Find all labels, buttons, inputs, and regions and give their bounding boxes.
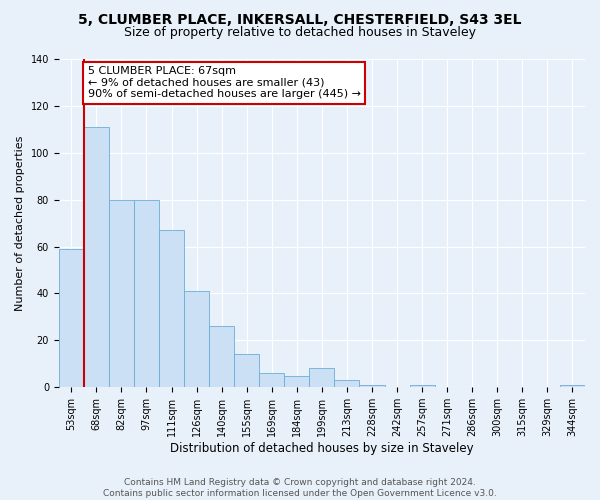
- Bar: [334, 380, 359, 387]
- Bar: [234, 354, 259, 387]
- Bar: [359, 385, 385, 387]
- Bar: [284, 376, 310, 387]
- Bar: [134, 200, 159, 387]
- Bar: [560, 385, 585, 387]
- Y-axis label: Number of detached properties: Number of detached properties: [15, 136, 25, 311]
- Text: 5, CLUMBER PLACE, INKERSALL, CHESTERFIELD, S43 3EL: 5, CLUMBER PLACE, INKERSALL, CHESTERFIEL…: [78, 12, 522, 26]
- Bar: [310, 368, 334, 387]
- Bar: [184, 291, 209, 387]
- Text: Contains HM Land Registry data © Crown copyright and database right 2024.
Contai: Contains HM Land Registry data © Crown c…: [103, 478, 497, 498]
- X-axis label: Distribution of detached houses by size in Staveley: Distribution of detached houses by size …: [170, 442, 474, 455]
- Text: Size of property relative to detached houses in Staveley: Size of property relative to detached ho…: [124, 26, 476, 39]
- Text: 5 CLUMBER PLACE: 67sqm
← 9% of detached houses are smaller (43)
90% of semi-deta: 5 CLUMBER PLACE: 67sqm ← 9% of detached …: [88, 66, 361, 99]
- Bar: [84, 127, 109, 387]
- Bar: [159, 230, 184, 387]
- Bar: [410, 385, 434, 387]
- Bar: [259, 373, 284, 387]
- Bar: [209, 326, 234, 387]
- Bar: [59, 249, 84, 387]
- Bar: [109, 200, 134, 387]
